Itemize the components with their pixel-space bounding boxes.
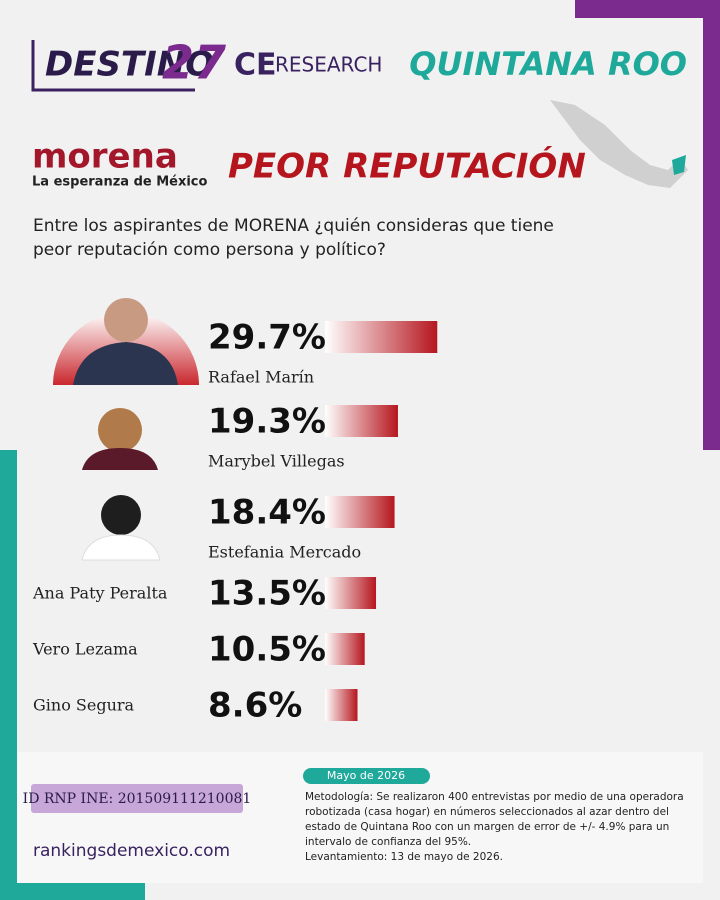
state: QUINTANA ROO	[409, 45, 687, 83]
value-label: 18.4%	[208, 493, 326, 533]
value-label: 13.5%	[208, 574, 326, 614]
brand-number: 27	[162, 36, 226, 90]
logo-frame	[31, 40, 195, 92]
accent	[0, 883, 145, 900]
bar	[325, 577, 377, 609]
candidate-name: Estefania Mercado	[208, 543, 361, 562]
accent	[703, 0, 720, 450]
methodology: Metodología: Se realizaron 400 entrevist…	[305, 791, 684, 803]
methodology: Levantamiento: 13 de mayo de 2026.	[305, 851, 503, 863]
photo	[81, 534, 161, 561]
party-logo: morena	[32, 137, 178, 177]
id: ID RNP INE: 201509111210081	[23, 791, 252, 807]
candidate-name: Gino Segura	[33, 696, 135, 715]
photo	[98, 408, 142, 452]
website[interactable]: rankingsdemexico.com	[33, 841, 230, 861]
bar	[325, 496, 395, 528]
bar	[325, 633, 365, 665]
photo	[104, 298, 148, 342]
date-pill	[303, 768, 430, 784]
bar	[325, 689, 358, 721]
value-label: 10.5%	[208, 630, 326, 670]
value-label: 29.7%	[208, 318, 326, 358]
candidate-name: Vero Lezama	[32, 640, 138, 659]
photo	[73, 342, 178, 385]
brand: DESTINO	[45, 45, 214, 85]
methodology: intervalo de confianza del 95%.	[305, 836, 471, 848]
partner: CE	[234, 48, 277, 83]
value-label: 8.6%	[208, 686, 302, 726]
party-slogan: La esperanza de México	[32, 175, 208, 190]
photo	[82, 448, 158, 470]
bar	[325, 405, 398, 437]
question: peor reputación como persona y político?	[33, 240, 386, 260]
candidate-name: Ana Paty Peralta	[32, 584, 168, 603]
partner: RESEARCH	[275, 53, 382, 77]
accent	[0, 450, 17, 900]
id-box	[31, 784, 243, 813]
map	[550, 100, 688, 188]
candidate-name: Rafael Marín	[208, 368, 314, 387]
methodology: robotizada (casa hogar) en números selec…	[305, 806, 669, 818]
date: Mayo de 2026	[327, 769, 405, 782]
value-label: 19.3%	[208, 402, 326, 442]
accent	[575, 0, 720, 18]
photo	[101, 495, 141, 535]
bar	[325, 321, 438, 353]
question: Entre los aspirantes de MORENA ¿quién co…	[33, 216, 554, 236]
topic: PEOR REPUTACIÓN	[228, 146, 586, 187]
methodology: estado de Quintana Roo con un margen de …	[305, 821, 669, 833]
map-highlight	[672, 155, 686, 175]
candidate-name: Marybel Villegas	[208, 452, 345, 471]
